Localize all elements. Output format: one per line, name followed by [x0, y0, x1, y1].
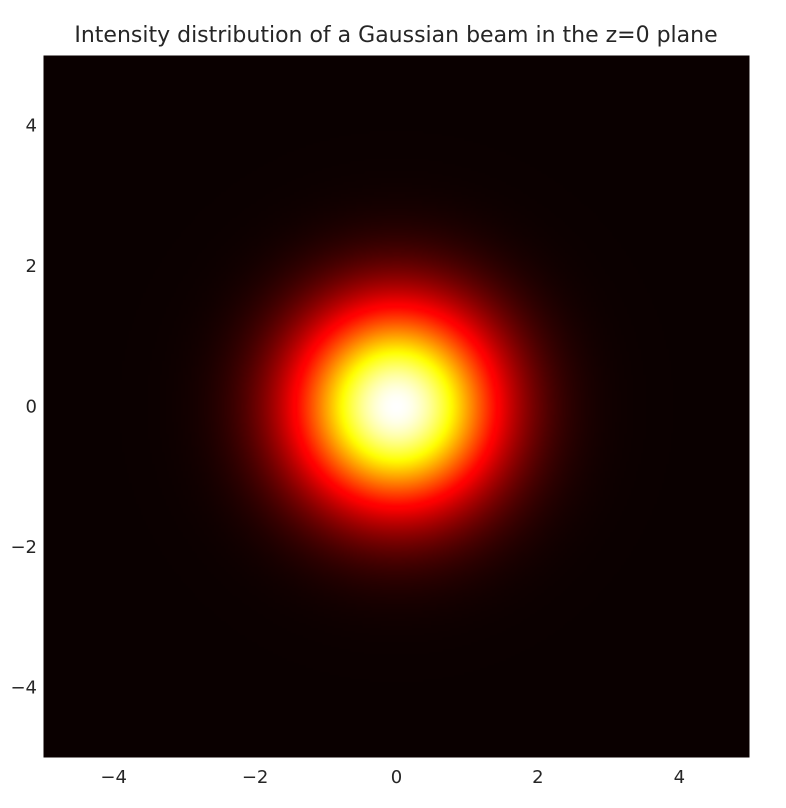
y-tick-label: 4	[26, 115, 37, 136]
x-tick-label: −2	[242, 767, 269, 788]
y-tick-label: 2	[26, 256, 37, 277]
x-tick-label: 4	[674, 767, 685, 788]
x-tick-label: 2	[532, 767, 543, 788]
plot-frame	[42, 54, 751, 759]
chart-title: Intensity distribution of a Gaussian bea…	[74, 23, 717, 48]
y-tick-label: −2	[10, 537, 37, 558]
x-tick-label: 0	[391, 767, 402, 788]
intensity-heatmap	[43, 55, 750, 758]
y-tick-label: 0	[26, 397, 37, 418]
x-tick-label: −4	[100, 767, 127, 788]
y-axis-ticks: 4 2 0 −2 −4	[10, 115, 37, 698]
x-axis-ticks: −4 −2 0 2 4	[100, 767, 685, 788]
y-tick-label: −4	[10, 678, 37, 699]
